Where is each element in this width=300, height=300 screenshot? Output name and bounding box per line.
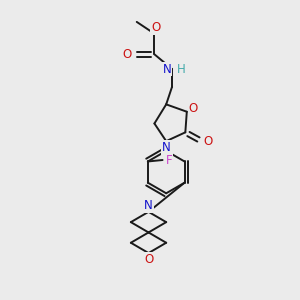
Text: O: O: [151, 21, 160, 34]
Text: O: O: [189, 102, 198, 115]
Text: N: N: [162, 62, 171, 76]
Text: H: H: [176, 62, 185, 76]
Text: O: O: [203, 135, 213, 148]
Text: F: F: [166, 154, 172, 166]
Text: O: O: [144, 253, 153, 266]
Text: N: N: [162, 141, 171, 154]
Text: N: N: [144, 200, 153, 212]
Text: O: O: [123, 48, 132, 61]
